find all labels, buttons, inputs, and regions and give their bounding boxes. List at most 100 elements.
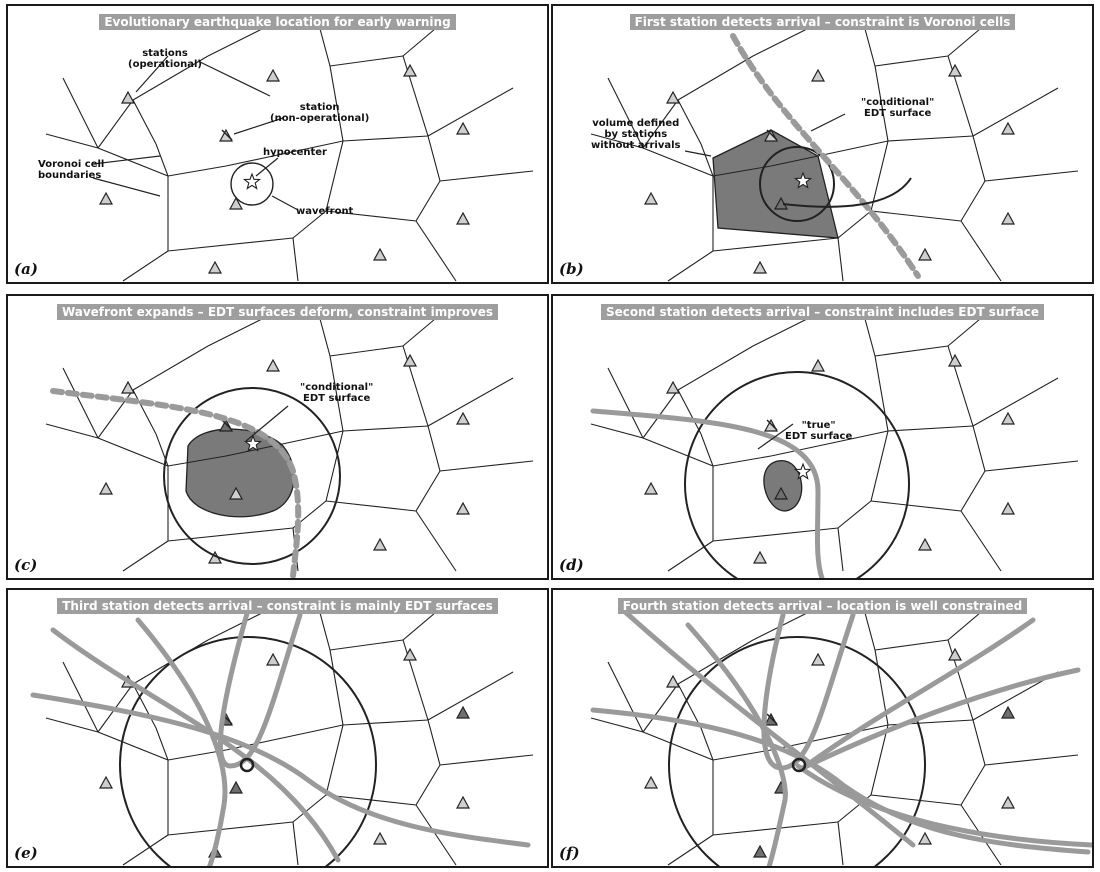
leader-line xyxy=(271,195,299,211)
voronoi-edge xyxy=(677,99,702,145)
annotation-station-non-operational: station (non-operational) xyxy=(270,102,370,124)
panel-e-graphic xyxy=(30,597,534,866)
panel-c-title: Wavefront expands – EDT surfaces deform,… xyxy=(56,304,499,320)
voronoi-edge xyxy=(712,165,772,177)
voronoi-edge xyxy=(870,430,889,502)
station-triggered-triangle xyxy=(228,780,244,794)
station-triangle xyxy=(665,380,681,394)
voronoi-edge xyxy=(960,180,986,222)
station-triggered-triangle xyxy=(752,844,768,858)
voronoi-edge xyxy=(415,470,441,512)
station-triangle xyxy=(752,550,768,564)
voronoi-edge xyxy=(984,754,1079,766)
voronoi-edge xyxy=(677,639,754,685)
voronoi-edge xyxy=(325,724,344,796)
edt-surface xyxy=(800,617,1036,771)
panel-d-title: Second station detects arrival – constra… xyxy=(601,304,1044,320)
conditional-edt-surface xyxy=(50,388,302,578)
leader-line xyxy=(684,150,712,157)
voronoi-edge xyxy=(45,423,99,439)
station-triggered-triangle xyxy=(1000,705,1016,719)
station-triangle xyxy=(810,652,826,666)
leader-line xyxy=(197,60,271,97)
voronoi-edge xyxy=(325,140,344,212)
edt-surface xyxy=(800,667,1081,771)
leader-line xyxy=(135,55,169,93)
annotation-wavefront: wavefront xyxy=(296,206,354,217)
voronoi-edge xyxy=(402,345,429,427)
station-triangle xyxy=(917,537,933,551)
voronoi-edge xyxy=(132,683,157,729)
wavefront-circle xyxy=(163,387,341,565)
voronoi-edge xyxy=(972,719,986,766)
voronoi-edge xyxy=(325,430,344,502)
station-triangle xyxy=(752,260,768,274)
voronoi-edge xyxy=(342,719,429,726)
voronoi-edge xyxy=(607,77,644,149)
station-triangle xyxy=(120,380,136,394)
voronoi-edge xyxy=(712,821,839,836)
voronoi-edge xyxy=(325,500,417,512)
voronoi-edge xyxy=(122,540,169,572)
voronoi-edge xyxy=(874,55,949,67)
voronoi-edge xyxy=(155,727,169,761)
station-triangle xyxy=(917,831,933,845)
wavefront-circle xyxy=(668,636,926,866)
station-triangle xyxy=(265,68,281,82)
voronoi-edge xyxy=(415,510,457,572)
voronoi-edge xyxy=(984,460,1079,472)
voronoi-edge xyxy=(167,527,294,542)
station-triangle xyxy=(98,481,114,495)
voronoi-edge xyxy=(122,250,169,282)
voronoi-edge xyxy=(292,794,327,823)
voronoi-edge xyxy=(132,389,157,435)
panel-c: Wavefront expands – EDT surfaces deform,… xyxy=(6,294,549,580)
voronoi-edge xyxy=(329,649,344,726)
voronoi-edge xyxy=(590,717,644,733)
voronoi-edge xyxy=(329,355,344,432)
voronoi-edge xyxy=(984,170,1079,182)
station-triangle xyxy=(455,501,471,515)
voronoi-edge xyxy=(667,834,714,866)
voronoi-edge xyxy=(590,423,644,439)
voronoi-edge xyxy=(167,165,227,177)
edt-surface xyxy=(795,763,1092,848)
voronoi-edge xyxy=(837,821,844,866)
voronoi-edge xyxy=(292,210,327,239)
voronoi-edge xyxy=(817,140,889,157)
voronoi-edge xyxy=(972,87,1059,137)
voronoi-edge xyxy=(667,250,714,282)
voronoi-edge xyxy=(97,731,169,761)
panel-a-title: Evolutionary earthquake location for ear… xyxy=(99,14,456,30)
voronoi-edge xyxy=(427,377,514,427)
voronoi-edge xyxy=(402,55,429,137)
voronoi-edge xyxy=(97,437,169,467)
voronoi-edge xyxy=(677,389,702,435)
voronoi-edge xyxy=(132,55,209,101)
station-triangle xyxy=(1000,121,1016,135)
voronoi-edge xyxy=(960,220,1002,282)
voronoi-edge xyxy=(712,455,772,467)
voronoi-edge xyxy=(329,639,404,651)
station-triggered-triangle xyxy=(218,418,234,432)
station-triangle xyxy=(98,191,114,205)
station-triangle xyxy=(265,652,281,666)
voronoi-edge xyxy=(607,661,644,733)
voronoi-edge xyxy=(439,754,534,766)
station-triangle xyxy=(1000,501,1016,515)
voronoi-edge xyxy=(700,143,714,177)
edt-surface xyxy=(217,607,303,769)
voronoi-edge xyxy=(712,237,839,252)
voronoi-edge xyxy=(960,470,986,512)
leader-line xyxy=(757,423,794,450)
station-triangle xyxy=(228,196,244,210)
station-triangle xyxy=(763,418,779,432)
non-operational-mark xyxy=(766,713,778,725)
voronoi-edge xyxy=(887,425,974,432)
voronoi-edge xyxy=(329,65,344,142)
panel-d-graphic xyxy=(590,303,1079,578)
voronoi-edge xyxy=(225,445,274,457)
voronoi-edge xyxy=(45,133,99,149)
panel-b-title: First station detects arrival – constrai… xyxy=(629,14,1016,30)
voronoi-edge xyxy=(960,764,986,806)
